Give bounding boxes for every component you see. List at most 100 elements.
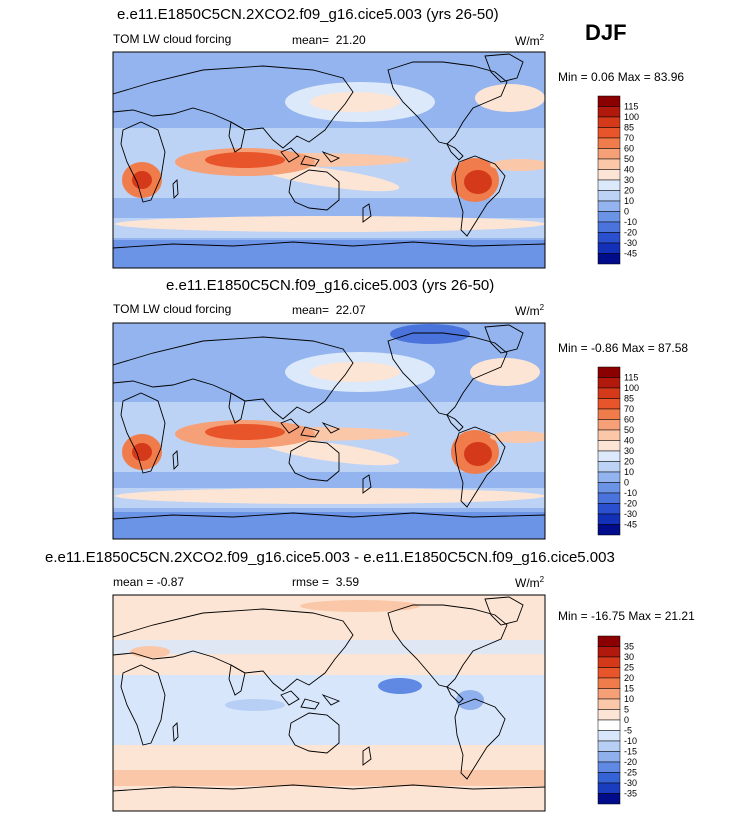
colorbar-2-tick-label: 30 <box>624 446 634 456</box>
map2-frame <box>112 322 546 540</box>
colorbar-3-box <box>597 740 621 752</box>
map2-spcz <box>260 438 400 466</box>
map2-coastline-maritime-continent <box>280 418 341 438</box>
colorbar-1-box <box>597 106 621 118</box>
map2-coastline-clip <box>113 324 545 520</box>
map1-natl-storm <box>475 84 545 112</box>
map3-coastline-madagascar <box>172 721 179 743</box>
colorbar-2-tick-label: 40 <box>624 436 634 446</box>
colorbar-3-box <box>597 635 621 647</box>
panel2-mean: mean= 22.07 <box>292 303 366 317</box>
colorbar-3-tick-label: -30 <box>624 778 637 788</box>
colorbar-3-tick-label: -25 <box>624 768 637 778</box>
colorbar-2-tick-label: -45 <box>624 520 637 530</box>
map1-continents <box>113 53 545 249</box>
colorbar-1-tick-label: 30 <box>624 175 634 185</box>
colorbar-3-box <box>597 793 621 805</box>
colorbar-2-tick-label: 115 <box>624 373 638 383</box>
colorbar-2-box <box>597 492 621 504</box>
panel1-mean-value: 21.20 <box>335 33 366 47</box>
colorbar-2-box <box>597 408 621 420</box>
panel1-variable-label: TOM LW cloud forcing <box>113 32 232 46</box>
colorbar-1-tick-label: 85 <box>624 123 634 133</box>
map1-coastline-new-zealand <box>362 203 372 223</box>
colorbar-3-box <box>597 677 621 689</box>
map2-coastline-africa <box>120 392 166 474</box>
map-panel-1 <box>113 52 545 268</box>
map1-npac-core <box>310 92 400 112</box>
map1-amazon-core <box>464 170 492 194</box>
colorbar-3-tick-label: -15 <box>624 747 637 757</box>
map1-coastline-north-america <box>387 61 508 145</box>
map3-midlat-band <box>113 640 545 654</box>
map1-coastline-clip <box>113 53 545 249</box>
map1-coastline-south-america <box>454 155 506 237</box>
colorbar-2-box <box>597 503 621 515</box>
colorbar-1-tick-label: 50 <box>624 154 634 164</box>
map2-coastline-south-america <box>454 426 506 508</box>
colorbar-1-box <box>597 127 621 139</box>
panel2-title: e.e11.E1850C5CN.f09_g16.cice5.003 (yrs 2… <box>166 277 495 294</box>
map3-coastline-greenland <box>484 596 524 626</box>
map1-coastline-maritime-continent <box>280 147 341 167</box>
map1-coastline-central-america <box>445 142 464 161</box>
colorbar-3-tick-label: 35 <box>624 642 634 652</box>
colorbar-1-box <box>597 190 621 202</box>
colorbar-3-box <box>597 646 621 658</box>
colorbar-2-box <box>597 471 621 483</box>
colorbar-2-tick-label: 0 <box>624 478 629 488</box>
map3-coastline-africa <box>120 664 166 746</box>
map2-coastline-antarctica <box>113 512 545 520</box>
colorbar-1-box <box>597 221 621 233</box>
map3-coastline-india <box>228 664 246 696</box>
colorbar-2-box <box>597 387 621 399</box>
map2-antarctic-band <box>113 512 545 539</box>
colorbar-1-tick-label: 40 <box>624 165 634 175</box>
panel3-minmax: Min = -16.75 Max = 21.21 <box>558 609 695 623</box>
colorbar-3-tick-label: -35 <box>624 789 637 799</box>
panel2-units: W/m2 <box>515 303 544 318</box>
panel3-mean: mean = -0.87 <box>113 575 185 589</box>
map3-indo-neg <box>225 699 285 711</box>
colorbar-2-tick-label: 85 <box>624 394 634 404</box>
colorbar-2-box <box>597 419 621 431</box>
map3-coastline-south-america <box>454 698 506 780</box>
panel2-units-base: W/m <box>515 304 540 318</box>
colorbar-3-box <box>597 751 621 763</box>
map2-coastline-central-america <box>445 413 464 432</box>
colorbar-1-tick-label: 100 <box>624 112 639 122</box>
colorbar-3-box <box>597 761 621 773</box>
colorbar-1-box <box>597 179 621 191</box>
map3-coastline-eurasia <box>113 608 354 692</box>
colorbar-2-box <box>597 429 621 441</box>
colorbar-1-tick-label: 60 <box>624 144 634 154</box>
map2-coastline-madagascar <box>172 449 179 471</box>
map1-atlantic-itcz <box>490 159 545 171</box>
map3-continents <box>113 596 545 792</box>
map3-frame <box>112 594 546 812</box>
colorbar-2-tick-label: -20 <box>624 499 637 509</box>
colorbar-3-box <box>597 698 621 710</box>
panel3-rmse-label: rmse = <box>292 575 330 589</box>
map1-coastline-india <box>228 121 246 153</box>
map-panel-2 <box>113 323 545 539</box>
map1-southern-storm <box>115 216 545 232</box>
colorbar-1-tick-label: 10 <box>624 196 634 206</box>
colorbar-2-tick-label: 70 <box>624 404 634 414</box>
map1-coastline-antarctica <box>113 241 545 249</box>
panel1-minmax: Min = 0.06 Max = 83.96 <box>558 70 685 84</box>
map2-coastline-new-zealand <box>362 474 372 494</box>
colorbar-1-box <box>597 158 621 170</box>
map2-natl-storm <box>470 358 540 386</box>
colorbar-2-tick-label: 10 <box>624 467 634 477</box>
colorbar-1-box <box>597 211 621 223</box>
colorbar-2-box <box>597 398 621 410</box>
season-label: DJF <box>585 20 627 45</box>
panel3-title: e.e11.E1850C5CN.2XCO2.f09_g16.cice5.003 … <box>45 549 615 566</box>
map2-amazon-core <box>464 442 492 466</box>
panel1-title: e.e11.E1850C5CN.2XCO2.f09_g16.cice5.003 … <box>117 6 499 23</box>
